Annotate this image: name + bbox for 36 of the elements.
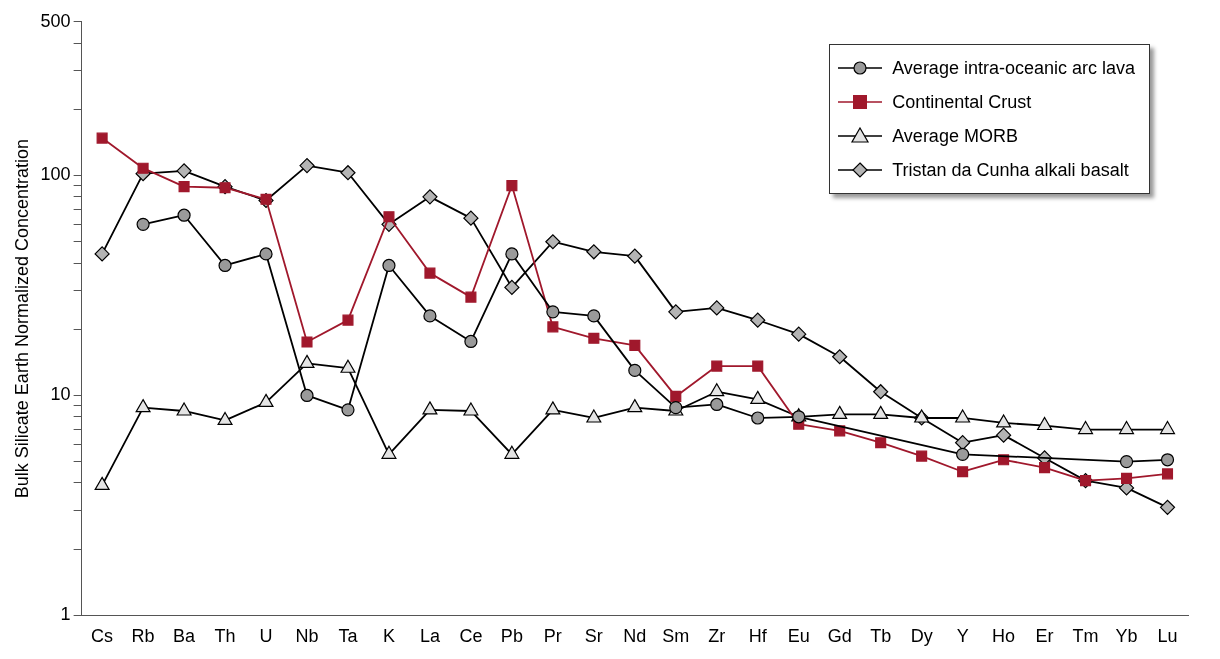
x-tick-label: Dy <box>910 626 933 647</box>
x-tick-label: U <box>259 626 273 647</box>
x-tick-label: Y <box>956 626 969 647</box>
x-tick-label: Tb <box>870 626 892 647</box>
y-axis-title: Bulk Silicate Earth Normalized Concentration <box>11 139 32 499</box>
x-tick-label: Yb <box>1115 626 1138 647</box>
x-tick-label: Rb <box>131 626 155 647</box>
y-tick-label: 100 <box>40 164 71 185</box>
x-tick-label: Ba <box>173 626 197 647</box>
x-tick-label: Ce <box>459 626 483 647</box>
x-tick-label: Sm <box>662 626 690 647</box>
y-tick-label: 1 <box>60 604 71 625</box>
x-tick-label: Er <box>1035 626 1054 647</box>
legend-label: Average intra-oceanic arc lava <box>892 57 1135 79</box>
x-tick-label: Pb <box>500 626 523 647</box>
x-tick-label: Eu <box>787 626 810 647</box>
y-tick-label: 500 <box>40 10 71 31</box>
x-tick-label: Lu <box>1157 626 1178 647</box>
x-tick-label: Hf <box>748 626 768 647</box>
x-tick-label: Ho <box>992 626 1016 647</box>
x-tick-label: Zr <box>708 626 726 647</box>
legend-label: Continental Crust <box>892 91 1032 113</box>
legend-label: Average MORB <box>892 125 1018 147</box>
x-tick-label: Nd <box>623 626 647 647</box>
legend-label: Tristan da Cunha alkali basalt <box>892 159 1129 181</box>
x-tick-label: Nb <box>295 626 319 647</box>
x-tick-label: Tm <box>1072 626 1099 647</box>
x-tick-label: Sr <box>584 626 603 647</box>
x-tick-label: Th <box>214 626 236 647</box>
x-tick-label: Gd <box>827 626 852 647</box>
x-tick-label: La <box>419 626 441 647</box>
x-tick-label: Ta <box>338 626 359 647</box>
x-tick-label: Pr <box>543 626 562 647</box>
x-tick-label: Cs <box>91 626 114 647</box>
x-tick-label: K <box>382 626 395 647</box>
y-tick-label: 10 <box>50 384 71 405</box>
